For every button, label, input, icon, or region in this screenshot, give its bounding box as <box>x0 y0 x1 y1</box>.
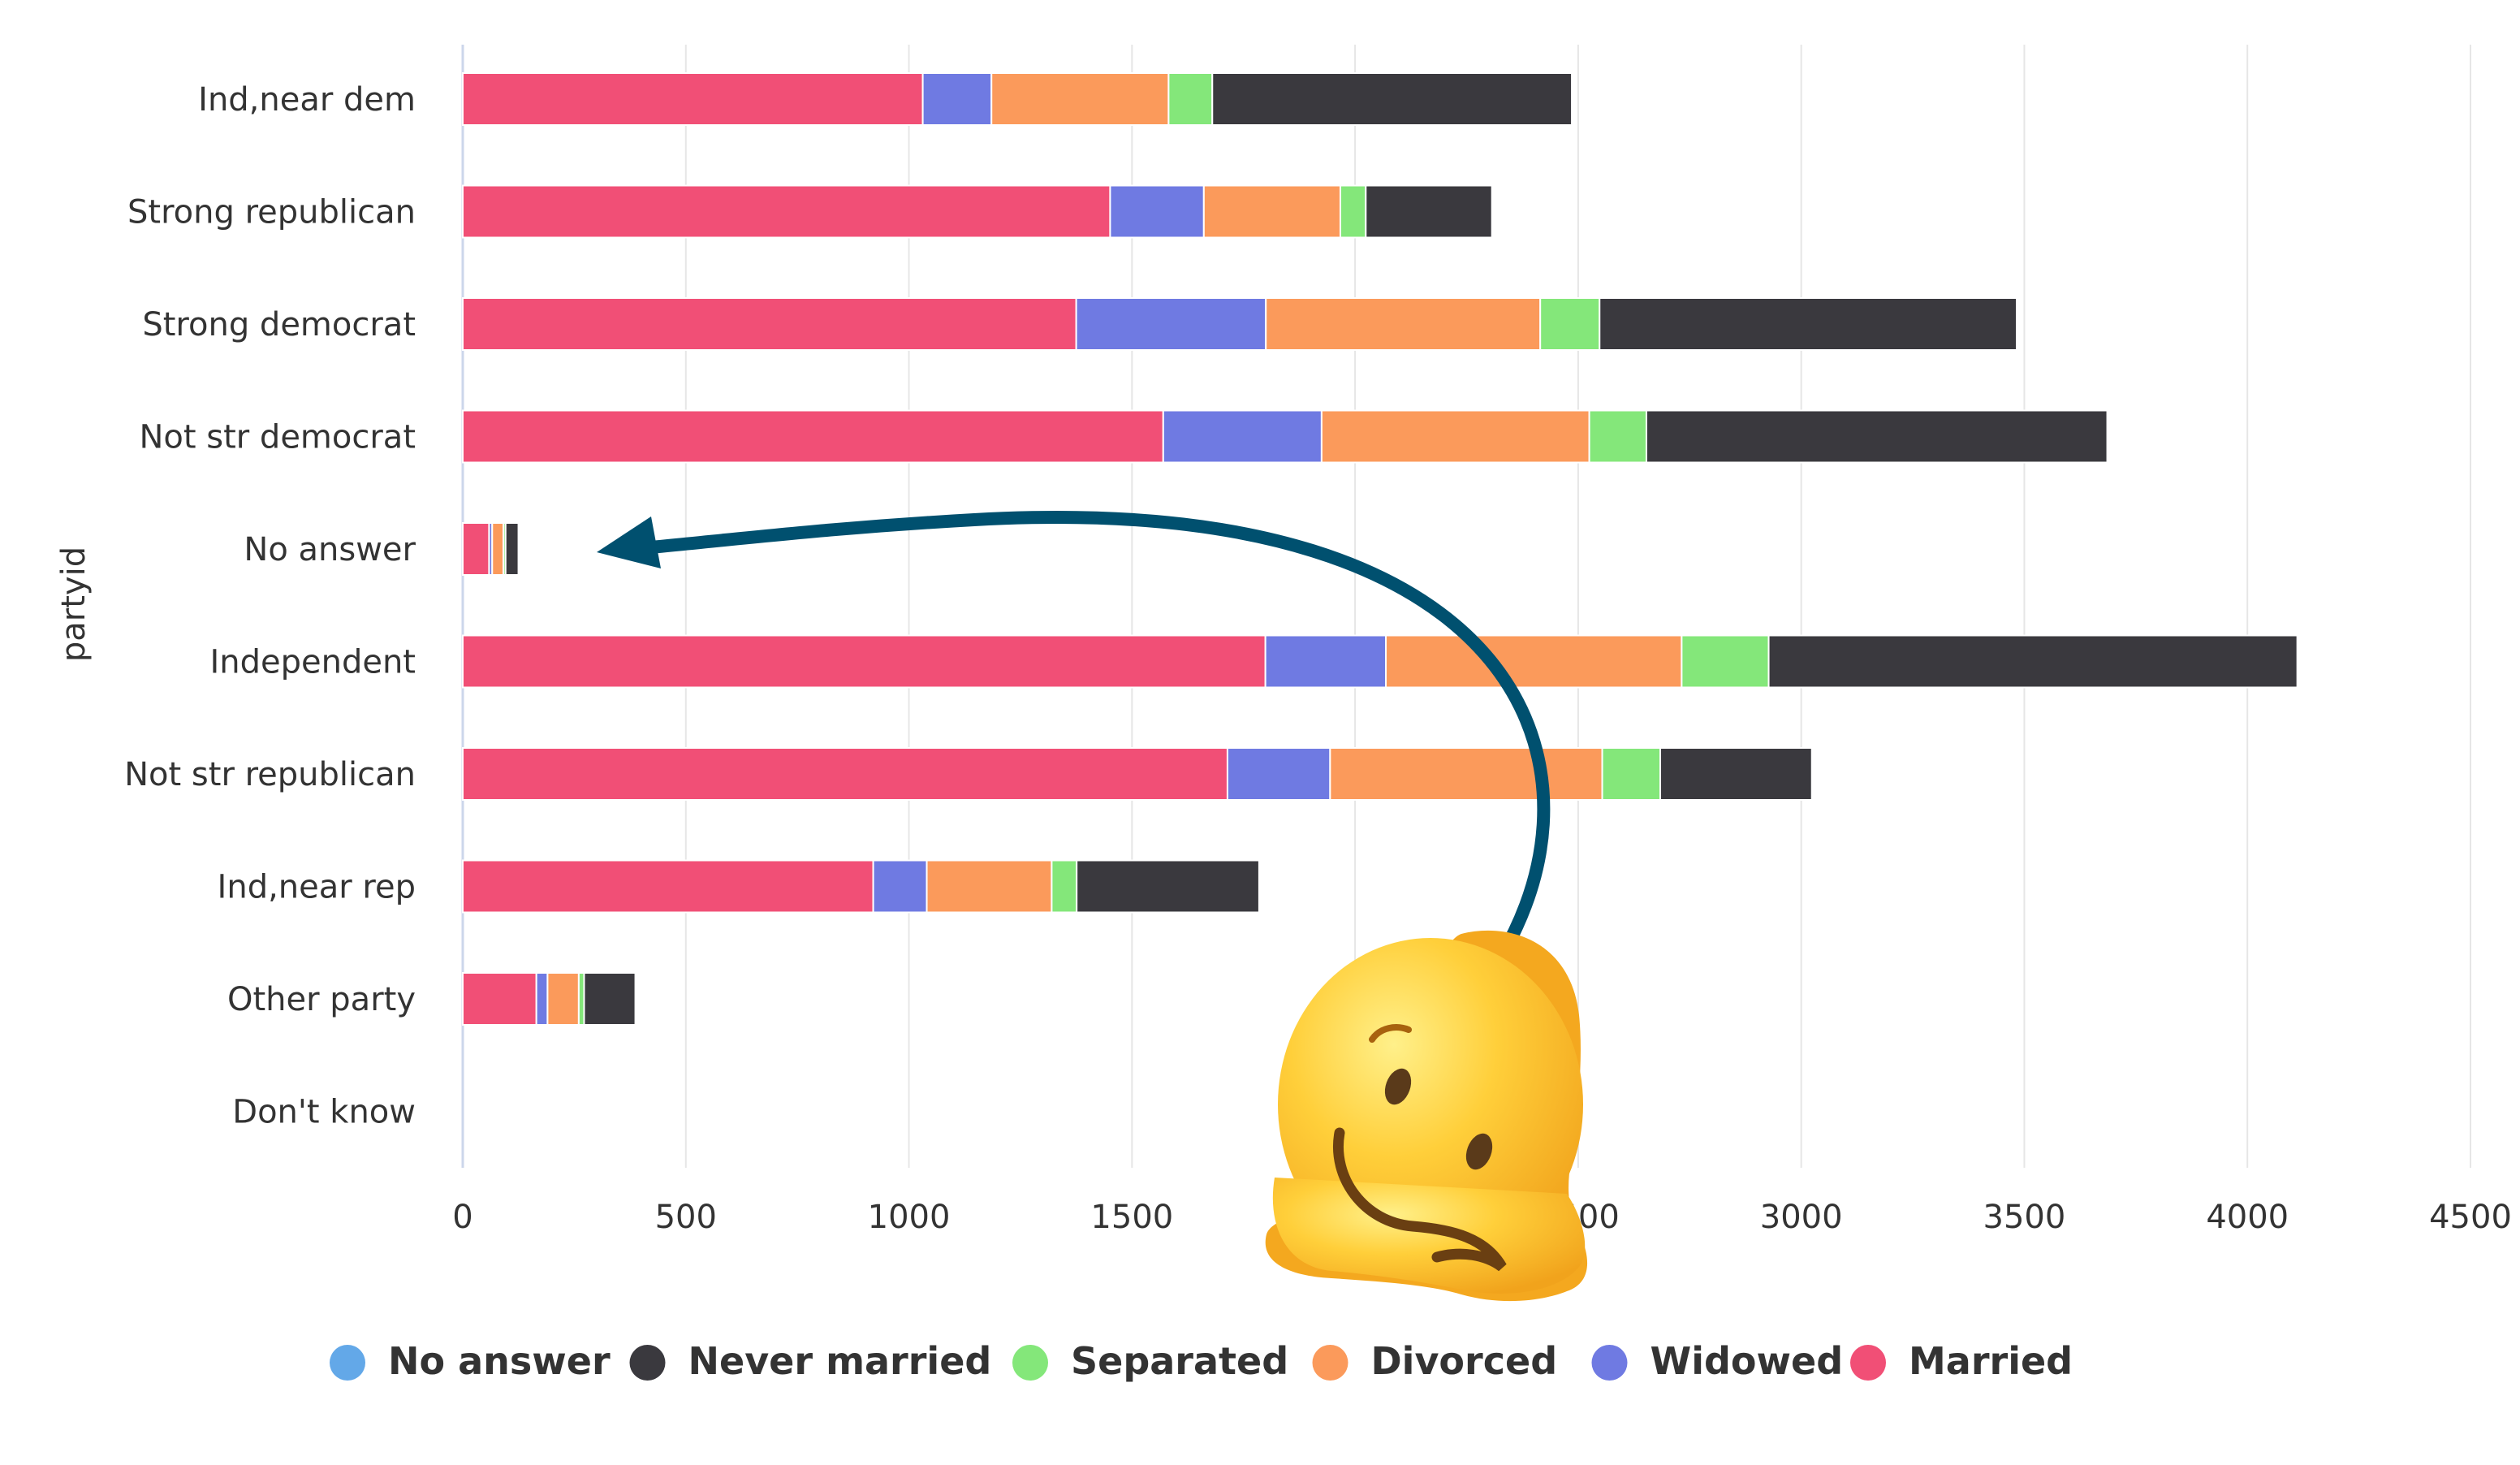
bar-segment <box>1599 297 2018 351</box>
x-tick-label: 3500 <box>1983 1199 2066 1236</box>
bar-segment <box>1076 859 1260 914</box>
legend-marker <box>1012 1345 1048 1381</box>
bar-segment <box>462 859 874 914</box>
bar-segment <box>1051 859 1078 914</box>
legend: No answer Never married Separated Divorced W… <box>330 1339 2073 1383</box>
x-tick-label: 1500 <box>1090 1199 1173 1236</box>
bar-segment <box>1329 747 1603 801</box>
bar-segment <box>1539 297 1601 351</box>
curved-arrow <box>627 511 1551 989</box>
bar-segment <box>1320 409 1590 464</box>
bar-segment <box>462 184 1111 239</box>
bar-segment <box>1659 747 1813 801</box>
bar-segment <box>1491 184 1494 239</box>
y-axis-title: partyid <box>55 547 93 662</box>
bar-segment <box>535 972 549 1026</box>
x-tick-label: 4500 <box>2429 1199 2512 1236</box>
category-label: Strong democrat <box>142 306 416 344</box>
category-label: Strong republican <box>127 194 416 231</box>
bar-segment <box>1571 72 1574 126</box>
legend-marker <box>1591 1345 1628 1381</box>
legend-item: Married <box>1909 1339 2073 1383</box>
bar-segment <box>462 972 537 1026</box>
bar-segment <box>462 634 1266 689</box>
bar-segment <box>1264 634 1387 689</box>
category-label: Ind,near dem <box>198 81 416 119</box>
legend-marker <box>330 1345 365 1381</box>
x-tick-label: 1000 <box>868 1199 951 1236</box>
bar-segment <box>462 72 924 126</box>
x-tick-label: 500 <box>655 1199 717 1236</box>
bar-segment <box>1601 747 1662 801</box>
category-label: Ind,near rep <box>218 869 416 906</box>
bar-segment <box>1258 859 1261 914</box>
x-tick-label: 3000 <box>1760 1199 1843 1236</box>
bar-segment <box>1211 72 1573 126</box>
legend-marker <box>1850 1345 1886 1381</box>
category-label: Other party <box>227 981 416 1018</box>
category-label: Independent <box>209 644 416 681</box>
bar-segment <box>504 522 520 576</box>
category-label: Don't know <box>232 1094 416 1131</box>
legend-marker <box>629 1345 666 1381</box>
x-tick-label: 0 <box>452 1199 472 1236</box>
bar-segment <box>1339 184 1367 239</box>
bar-segment <box>1365 184 1493 239</box>
bar-segment <box>1385 634 1683 689</box>
bar-segment <box>1075 297 1267 351</box>
legend-item: Never married <box>688 1339 992 1383</box>
bar-segment <box>1588 409 1647 464</box>
legend-marker <box>1312 1345 1348 1381</box>
category-labels: Ind,near dem Strong republican Strong demo… <box>124 81 416 1131</box>
arrow-head-icon <box>597 516 661 568</box>
bar-segment <box>1167 72 1214 126</box>
melting-face-emoji <box>1265 930 1588 1302</box>
bar-segment <box>462 409 1164 464</box>
bar-segment <box>1681 634 1770 689</box>
bar-segment <box>462 297 1077 351</box>
legend-item: Divorced <box>1371 1339 1558 1383</box>
bar-segment <box>1810 747 1814 801</box>
bar-segment <box>546 972 580 1026</box>
bar-segment <box>462 747 1228 801</box>
legend-item: No answer <box>388 1339 611 1383</box>
overlay-annotation <box>597 511 1588 1302</box>
legend-item: Separated <box>1071 1339 1288 1383</box>
bar-segment <box>1645 409 2108 464</box>
bar-segment <box>1162 409 1323 464</box>
category-label: No answer <box>244 531 416 568</box>
bar-segment <box>1202 184 1341 239</box>
bar-segment <box>1226 747 1331 801</box>
bar-segment <box>872 859 928 914</box>
bar-segment <box>462 522 490 576</box>
bar-segment <box>1265 297 1542 351</box>
bar-segment <box>926 859 1053 914</box>
bars <box>462 72 2299 1026</box>
legend-item: Widowed <box>1651 1339 1844 1383</box>
bar-segment <box>517 522 520 576</box>
category-label: Not str republican <box>124 756 416 793</box>
bar-segment <box>921 72 993 126</box>
bar-segment <box>990 72 1170 126</box>
bar-segment <box>1767 634 2298 689</box>
bar-segment <box>1109 184 1205 239</box>
category-label: Not str democrat <box>139 419 416 456</box>
x-tick-label: 4000 <box>2206 1199 2289 1236</box>
bar-segment <box>583 972 636 1026</box>
bar-segment <box>491 522 505 576</box>
